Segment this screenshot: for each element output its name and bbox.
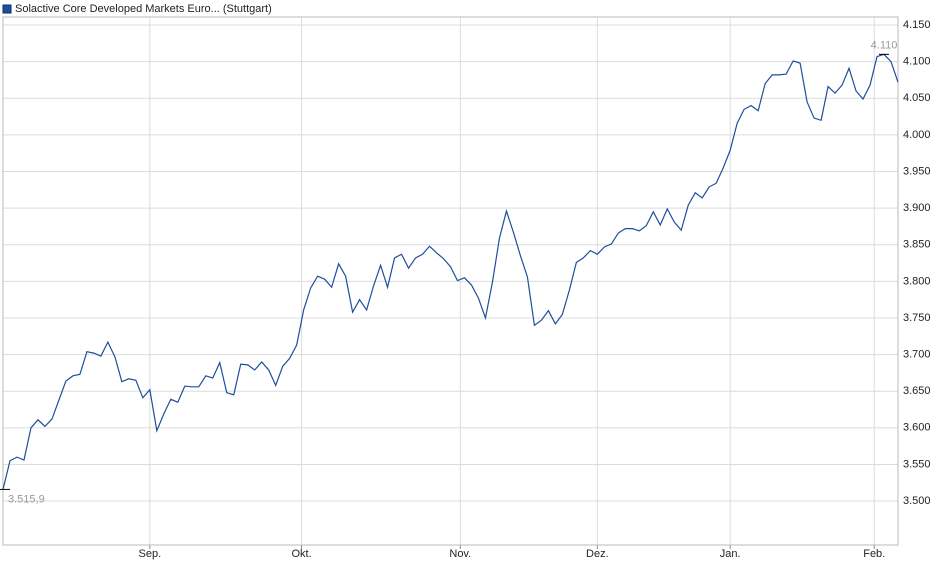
y-tick-label: 3.750: [903, 312, 931, 324]
y-tick-label: 4.000: [903, 129, 931, 141]
y-tick-label: 3.600: [903, 422, 931, 434]
y-tick-label: 3.900: [903, 202, 931, 214]
x-tick-label: Nov.: [449, 548, 471, 560]
y-tick-label: 3.500: [903, 495, 931, 507]
start-label: 3.515,9: [8, 493, 45, 505]
y-tick-label: 3.950: [903, 165, 931, 177]
x-tick-label: Jan.: [720, 548, 741, 560]
y-tick-label: 3.700: [903, 349, 931, 361]
y-tick-label: 3.650: [903, 385, 931, 397]
price-line: [2, 53, 899, 490]
x-tick-label: Dez.: [586, 548, 609, 560]
x-tick-label: Feb.: [863, 548, 885, 560]
y-tick-label: 3.800: [903, 275, 931, 287]
y-tick-label: 4.150: [903, 19, 931, 31]
y-tick-label: 3.550: [903, 458, 931, 470]
high-label: 4.110: [871, 39, 898, 51]
y-tick-label: 4.100: [903, 56, 931, 68]
x-tick-label: Okt.: [291, 548, 311, 560]
plot-frame: [2, 16, 899, 546]
y-tick-label: 3.850: [903, 239, 931, 251]
y-tick-label: 4.050: [903, 92, 931, 104]
x-tick-label: Sep.: [139, 548, 162, 560]
legend-label: Solactive Core Developed Markets Euro...…: [15, 3, 272, 15]
legend-swatch: [2, 4, 12, 14]
